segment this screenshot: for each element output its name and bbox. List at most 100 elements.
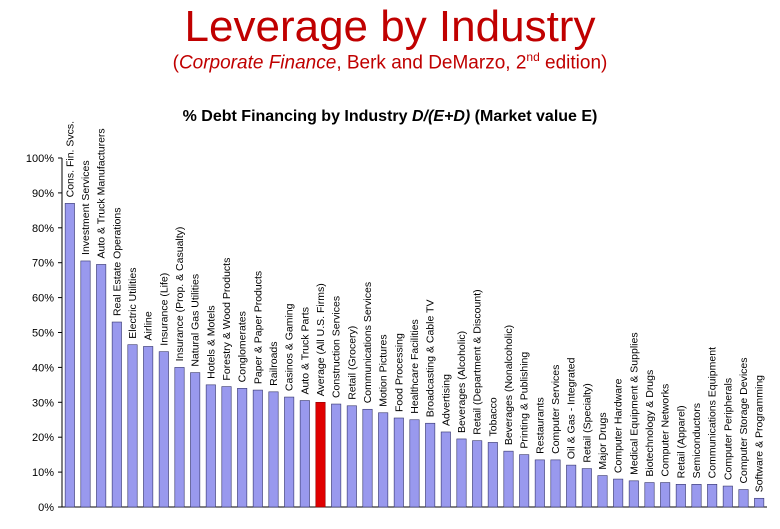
bar-category-label: Communications Equipment bbox=[707, 347, 719, 478]
bar bbox=[503, 450, 514, 508]
bar-category-label: Insurance (Prop. & Casualty) bbox=[174, 227, 186, 362]
bar bbox=[519, 454, 530, 508]
y-tick-label: 40% bbox=[32, 362, 54, 374]
bar bbox=[80, 260, 91, 508]
bar-category-label: Retail (Specialty) bbox=[581, 383, 593, 462]
bar bbox=[205, 384, 216, 508]
bar bbox=[346, 405, 357, 508]
bar-category-label: Healthcare Facilities bbox=[409, 319, 421, 414]
bar-category-label: Railroads bbox=[268, 341, 280, 385]
bar bbox=[331, 403, 342, 508]
bar bbox=[190, 372, 201, 508]
bar bbox=[660, 482, 671, 508]
bar bbox=[487, 442, 498, 508]
bar-category-label: Tobacco bbox=[487, 397, 499, 436]
bar bbox=[534, 459, 545, 508]
bar-average-highlight bbox=[315, 401, 326, 508]
bar-category-label: Hotels & Motels bbox=[205, 305, 217, 379]
bar-category-label: Electric Utilities bbox=[127, 268, 139, 339]
y-tick-label: 10% bbox=[32, 467, 54, 479]
bar-category-label: Conglomerates bbox=[237, 311, 249, 382]
bar-category-label: Average (All U.S. Firms) bbox=[315, 283, 327, 396]
bar bbox=[96, 264, 107, 508]
bar bbox=[754, 497, 765, 508]
y-tick-label: 30% bbox=[32, 397, 54, 409]
bar bbox=[597, 475, 608, 508]
bar bbox=[409, 419, 420, 508]
bar-category-label: Computer Services bbox=[550, 365, 562, 454]
y-tick-label: 50% bbox=[32, 328, 54, 340]
bar-category-label: Real Estate Operations bbox=[111, 207, 123, 316]
y-tick-label: 100% bbox=[26, 153, 54, 165]
chart-title: % Debt Financing by Industry D/(E+D) (Ma… bbox=[182, 108, 598, 125]
y-tick-label: 70% bbox=[32, 258, 54, 270]
bar bbox=[393, 417, 404, 508]
bar bbox=[111, 321, 122, 508]
bar bbox=[268, 391, 279, 508]
bar bbox=[64, 203, 75, 508]
bar bbox=[707, 484, 718, 508]
bar-category-label: Restaurants bbox=[534, 397, 546, 454]
bar bbox=[284, 396, 295, 508]
bar-category-label: Retail (Grocery) bbox=[346, 326, 358, 400]
bar bbox=[738, 489, 749, 508]
bar-category-label: Auto & Truck Manufacturers bbox=[96, 128, 108, 258]
chart-title-formula: D/(E+D) bbox=[411, 108, 471, 125]
bar-category-label: Oil & Gas - Integrated bbox=[566, 357, 578, 459]
y-tick-label: 90% bbox=[32, 188, 54, 200]
bar-category-label: Beverages (Nonalcoholic) bbox=[503, 325, 515, 445]
bar bbox=[299, 400, 310, 508]
bar bbox=[644, 482, 655, 508]
bar-category-label: Auto & Truck Parts bbox=[299, 307, 311, 395]
bar-category-label: Computer Storage Devices bbox=[738, 357, 750, 483]
bar-category-label: Computer Peripherals bbox=[722, 378, 734, 480]
bar bbox=[581, 468, 592, 508]
bar bbox=[675, 484, 686, 508]
subtitle-book-title: Corporate Finance bbox=[178, 52, 337, 74]
bar bbox=[252, 389, 263, 508]
page-title: Leverage by Industry bbox=[184, 2, 596, 51]
page-subtitle: (Corporate Finance, Berk and DeMarzo, 2n… bbox=[172, 50, 608, 74]
bar-category-label: Cons. Fin. Svcs. bbox=[64, 121, 76, 197]
bar-category-label: Forestry & Wood Products bbox=[221, 258, 233, 381]
bar-category-label: Retail (Department & Discount) bbox=[472, 289, 484, 434]
bar-category-label: Airline bbox=[143, 311, 155, 340]
y-tick-label: 20% bbox=[32, 432, 54, 444]
bar bbox=[362, 408, 373, 508]
bar bbox=[237, 388, 248, 508]
bar-category-label: Beverages (Alcoholic) bbox=[456, 331, 468, 433]
bar-category-label: Semiconductors bbox=[691, 403, 703, 478]
bar bbox=[378, 412, 389, 508]
bar-category-label: Food Processing bbox=[393, 333, 405, 412]
bar bbox=[440, 431, 451, 508]
bar-category-label: Motion Pictures bbox=[378, 334, 390, 406]
bar-category-label: Communications Services bbox=[362, 282, 374, 403]
bar-category-label: Broadcasting & Cable TV bbox=[425, 300, 437, 418]
bar-category-label: Advertising bbox=[440, 374, 452, 426]
bar-category-label: Natural Gas Utilities bbox=[190, 274, 202, 367]
bar-category-label: Casinos & Gaming bbox=[284, 303, 296, 391]
bar bbox=[472, 440, 483, 508]
bar-category-label: Biotechnology & Drugs bbox=[644, 370, 656, 477]
bar-category-label: Retail (Apparel) bbox=[675, 405, 687, 478]
bar bbox=[550, 459, 561, 508]
bar bbox=[691, 484, 702, 508]
bar bbox=[127, 344, 138, 508]
bar-category-label: Computer Hardware bbox=[613, 378, 625, 473]
bar-category-label: Major Drugs bbox=[597, 412, 609, 469]
bar-category-label: Paper & Paper Products bbox=[252, 271, 264, 384]
bar bbox=[425, 422, 436, 508]
bar-category-label: Printing & Publishing bbox=[519, 352, 531, 449]
y-tick-label: 0% bbox=[38, 502, 54, 514]
bar bbox=[158, 351, 169, 508]
bar-category-label: Investment Services bbox=[80, 160, 92, 255]
bar bbox=[722, 485, 733, 508]
bar bbox=[174, 367, 185, 508]
bar bbox=[628, 480, 639, 508]
bar bbox=[143, 346, 154, 508]
bar bbox=[566, 464, 577, 508]
bar-category-label: Insurance (Life) bbox=[158, 273, 170, 346]
bar-category-label: Construction Services bbox=[331, 296, 343, 398]
bar-category-label: Computer Networks bbox=[660, 384, 672, 477]
